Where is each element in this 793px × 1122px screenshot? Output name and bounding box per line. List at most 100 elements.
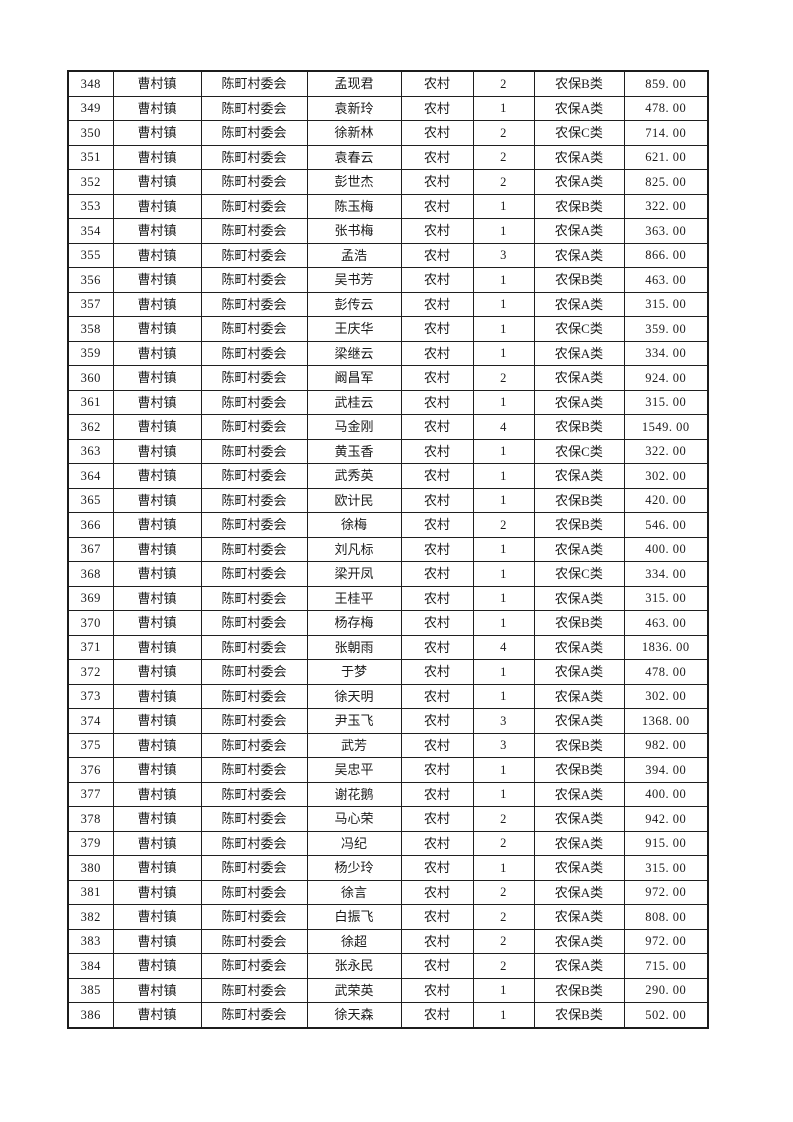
cell-amount: 915. 00 [623, 830, 709, 856]
cell-household-type: 农村 [400, 193, 474, 219]
cell-person-name: 孟现君 [306, 70, 402, 97]
cell-person-count: 1 [472, 781, 535, 807]
cell-row-number: 352 [67, 169, 114, 195]
cell-household-type: 农村 [400, 610, 474, 636]
table-row: 373 曹村镇 陈町村委会 徐天明 农村 1 农保A类 302. 00 [67, 683, 709, 709]
cell-village-committee: 陈町村委会 [200, 585, 308, 611]
cell-row-number: 355 [67, 242, 114, 268]
cell-village-committee: 陈町村委会 [200, 757, 308, 783]
table-row: 372 曹村镇 陈町村委会 于梦 农村 1 农保A类 478. 00 [67, 659, 709, 685]
cell-village-committee: 陈町村委会 [200, 536, 308, 562]
cell-town: 曹村镇 [112, 70, 202, 97]
cell-person-name: 袁新玲 [306, 95, 402, 121]
cell-row-number: 357 [67, 291, 114, 317]
cell-town: 曹村镇 [112, 781, 202, 807]
cell-town: 曹村镇 [112, 242, 202, 268]
cell-person-name: 武桂云 [306, 389, 402, 415]
cell-town: 曹村镇 [112, 414, 202, 440]
cell-amount: 315. 00 [623, 585, 709, 611]
cell-village-committee: 陈町村委会 [200, 781, 308, 807]
cell-household-type: 农村 [400, 242, 474, 268]
cell-person-count: 1 [472, 561, 535, 587]
cell-household-type: 农村 [400, 585, 474, 611]
cell-village-committee: 陈町村委会 [200, 953, 308, 979]
cell-row-number: 350 [67, 120, 114, 146]
cell-person-name: 阚昌军 [306, 365, 402, 391]
cell-town: 曹村镇 [112, 585, 202, 611]
cell-person-count: 2 [472, 879, 535, 905]
cell-household-type: 农村 [400, 512, 474, 538]
cell-insurance-category: 农保B类 [533, 193, 625, 219]
cell-village-committee: 陈町村委会 [200, 683, 308, 709]
cell-person-name: 徐言 [306, 879, 402, 905]
cell-amount: 478. 00 [623, 95, 709, 121]
cell-village-committee: 陈町村委会 [200, 95, 308, 121]
cell-village-committee: 陈町村委会 [200, 463, 308, 489]
cell-town: 曹村镇 [112, 610, 202, 636]
cell-insurance-category: 农保A类 [533, 242, 625, 268]
cell-person-name: 吴书芳 [306, 267, 402, 293]
cell-row-number: 386 [67, 1002, 114, 1028]
cell-insurance-category: 农保C类 [533, 316, 625, 342]
cell-household-type: 农村 [400, 95, 474, 121]
cell-person-name: 谢花鹅 [306, 781, 402, 807]
cell-row-number: 351 [67, 144, 114, 170]
table-row: 362 曹村镇 陈町村委会 马金刚 农村 4 农保B类 1549. 00 [67, 414, 709, 440]
cell-person-count: 1 [472, 977, 535, 1003]
cell-town: 曹村镇 [112, 487, 202, 513]
cell-row-number: 379 [67, 830, 114, 856]
cell-person-count: 2 [472, 70, 535, 97]
cell-person-name: 吴忠平 [306, 757, 402, 783]
cell-person-count: 2 [472, 512, 535, 538]
cell-village-committee: 陈町村委会 [200, 340, 308, 366]
cell-person-count: 1 [472, 95, 535, 121]
table-row: 384 曹村镇 陈町村委会 张永民 农村 2 农保A类 715. 00 [67, 953, 709, 979]
cell-town: 曹村镇 [112, 340, 202, 366]
cell-household-type: 农村 [400, 267, 474, 293]
cell-town: 曹村镇 [112, 536, 202, 562]
cell-village-committee: 陈町村委会 [200, 438, 308, 464]
cell-person-count: 1 [472, 438, 535, 464]
table-row: 351 曹村镇 陈町村委会 袁春云 农村 2 农保A类 621. 00 [67, 144, 709, 170]
cell-row-number: 383 [67, 928, 114, 954]
cell-amount: 302. 00 [623, 463, 709, 489]
cell-town: 曹村镇 [112, 365, 202, 391]
cell-household-type: 农村 [400, 781, 474, 807]
cell-amount: 972. 00 [623, 879, 709, 905]
cell-person-count: 2 [472, 953, 535, 979]
cell-insurance-category: 农保A类 [533, 708, 625, 734]
cell-amount: 322. 00 [623, 193, 709, 219]
cell-insurance-category: 农保A类 [533, 806, 625, 832]
cell-person-count: 1 [472, 585, 535, 611]
cell-household-type: 农村 [400, 389, 474, 415]
table-row: 355 曹村镇 陈町村委会 孟浩 农村 3 农保A类 866. 00 [67, 242, 709, 268]
cell-insurance-category: 农保B类 [533, 757, 625, 783]
cell-person-count: 1 [472, 340, 535, 366]
cell-person-name: 徐天森 [306, 1002, 402, 1028]
cell-person-count: 2 [472, 928, 535, 954]
cell-insurance-category: 农保A类 [533, 879, 625, 905]
cell-person-name: 马金刚 [306, 414, 402, 440]
cell-household-type: 农村 [400, 904, 474, 930]
cell-person-count: 2 [472, 120, 535, 146]
cell-village-committee: 陈町村委会 [200, 806, 308, 832]
cell-insurance-category: 农保B类 [533, 732, 625, 758]
cell-household-type: 农村 [400, 830, 474, 856]
cell-row-number: 353 [67, 193, 114, 219]
cell-person-count: 4 [472, 414, 535, 440]
cell-row-number: 374 [67, 708, 114, 734]
cell-row-number: 369 [67, 585, 114, 611]
cell-insurance-category: 农保A类 [533, 291, 625, 317]
cell-amount: 334. 00 [623, 340, 709, 366]
cell-household-type: 农村 [400, 1002, 474, 1028]
cell-insurance-category: 农保C类 [533, 438, 625, 464]
cell-household-type: 农村 [400, 659, 474, 685]
cell-household-type: 农村 [400, 463, 474, 489]
cell-person-name: 马心荣 [306, 806, 402, 832]
cell-person-count: 3 [472, 242, 535, 268]
cell-household-type: 农村 [400, 855, 474, 881]
cell-amount: 866. 00 [623, 242, 709, 268]
cell-row-number: 367 [67, 536, 114, 562]
cell-person-name: 梁继云 [306, 340, 402, 366]
